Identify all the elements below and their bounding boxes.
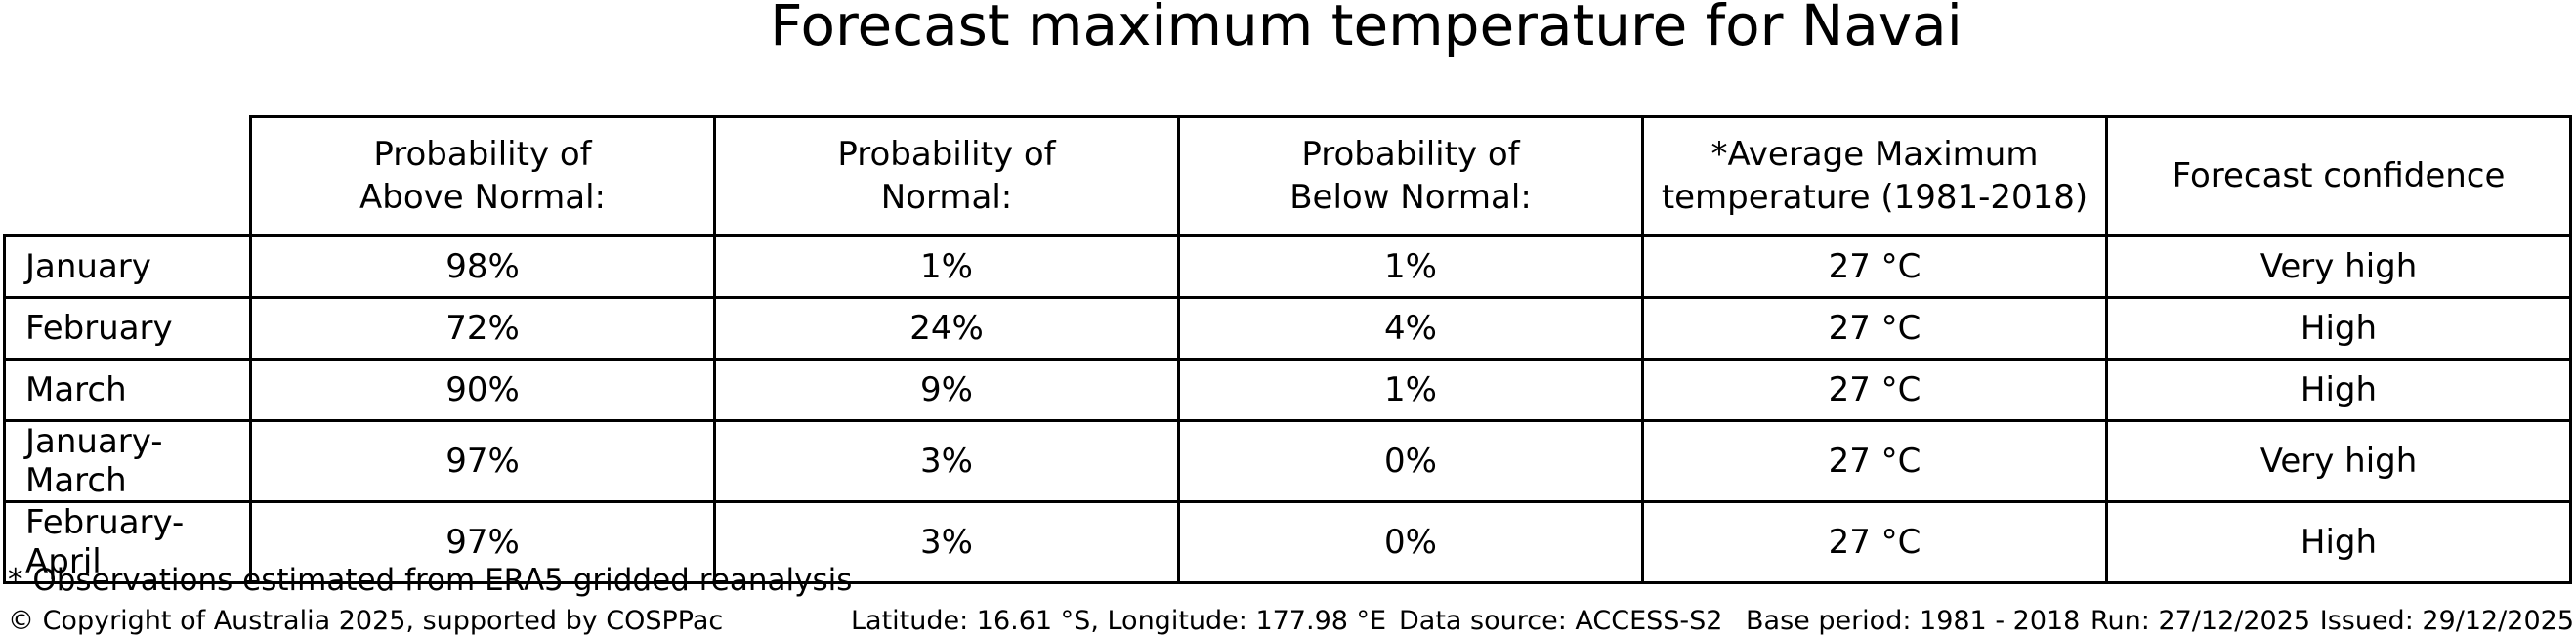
cell-above-normal: 97% [249,419,716,503]
corner-cell [5,117,251,236]
table-row: March 90% 9% 1% 27 °C High [3,358,2572,422]
cell-avg-temp: 27 °C [1641,234,2108,299]
col-header-normal: Probability of Normal: [713,115,1180,237]
cell-below-normal: 0% [1177,500,1644,584]
cell-normal: 3% [713,419,1180,503]
table-row: January 98% 1% 1% 27 °C Very high [3,234,2572,299]
footer-bar: © Copyright of Australia 2025, supported… [0,606,2576,637]
table-row: February 72% 24% 4% 27 °C High [3,296,2572,361]
cell-confidence: Very high [2105,234,2572,299]
cell-below-normal: 1% [1177,234,1644,299]
run-date-text: Run: 27/12/2025 [2090,606,2311,636]
cell-confidence: High [2105,500,2572,584]
cell-above-normal: 98% [249,234,716,299]
col-header-below-normal: Probability of Below Normal: [1177,115,1644,237]
col-header-above-normal: Probability of Above Normal: [249,115,716,237]
cell-below-normal: 0% [1177,419,1644,503]
cell-below-normal: 4% [1177,296,1644,361]
forecast-table: Probability of Above Normal: Probability… [3,115,2572,584]
row-label: February [3,296,252,361]
cell-avg-temp: 27 °C [1641,296,2108,361]
cell-avg-temp: 27 °C [1641,358,2108,422]
table-row: January-March 97% 3% 0% 27 °C Very high [3,419,2572,503]
lat-lon-text: Latitude: 16.61 °S, Longitude: 177.98 °E [851,606,1387,636]
issued-date-text: Issued: 29/12/2025 [2319,606,2574,636]
base-period-text: Base period: 1981 - 2018 [1746,606,2081,636]
cell-avg-temp: 27 °C [1641,419,2108,503]
row-label: January [3,234,252,299]
row-label: March [3,358,252,422]
data-source-text: Data source: ACCESS-S2 [1399,606,1723,636]
col-header-forecast-confidence: Forecast confidence [2105,115,2572,237]
col-header-avg-max-temp: *Average Maximum temperature (1981-2018) [1641,115,2108,237]
cell-below-normal: 1% [1177,358,1644,422]
cell-confidence: High [2105,358,2572,422]
row-label: January-March [3,419,252,503]
cell-normal: 1% [713,234,1180,299]
cell-normal: 24% [713,296,1180,361]
cell-normal: 9% [713,358,1180,422]
cell-confidence: Very high [2105,419,2572,503]
table-row: February-April 97% 3% 0% 27 °C High [3,500,2572,584]
table-header-row: Probability of Above Normal: Probability… [5,115,2572,237]
cell-above-normal: 72% [249,296,716,361]
cell-above-normal: 97% [249,500,716,584]
cell-above-normal: 90% [249,358,716,422]
cell-avg-temp: 27 °C [1641,500,2108,584]
cell-confidence: High [2105,296,2572,361]
footnote-era5: * Observations estimated from ERA5 gridd… [8,563,853,598]
page-title: Forecast maximum temperature for Navai [770,0,1963,59]
cell-normal: 3% [713,500,1180,584]
row-label: February-April [3,500,252,584]
copyright-text: © Copyright of Australia 2025, supported… [8,606,724,636]
